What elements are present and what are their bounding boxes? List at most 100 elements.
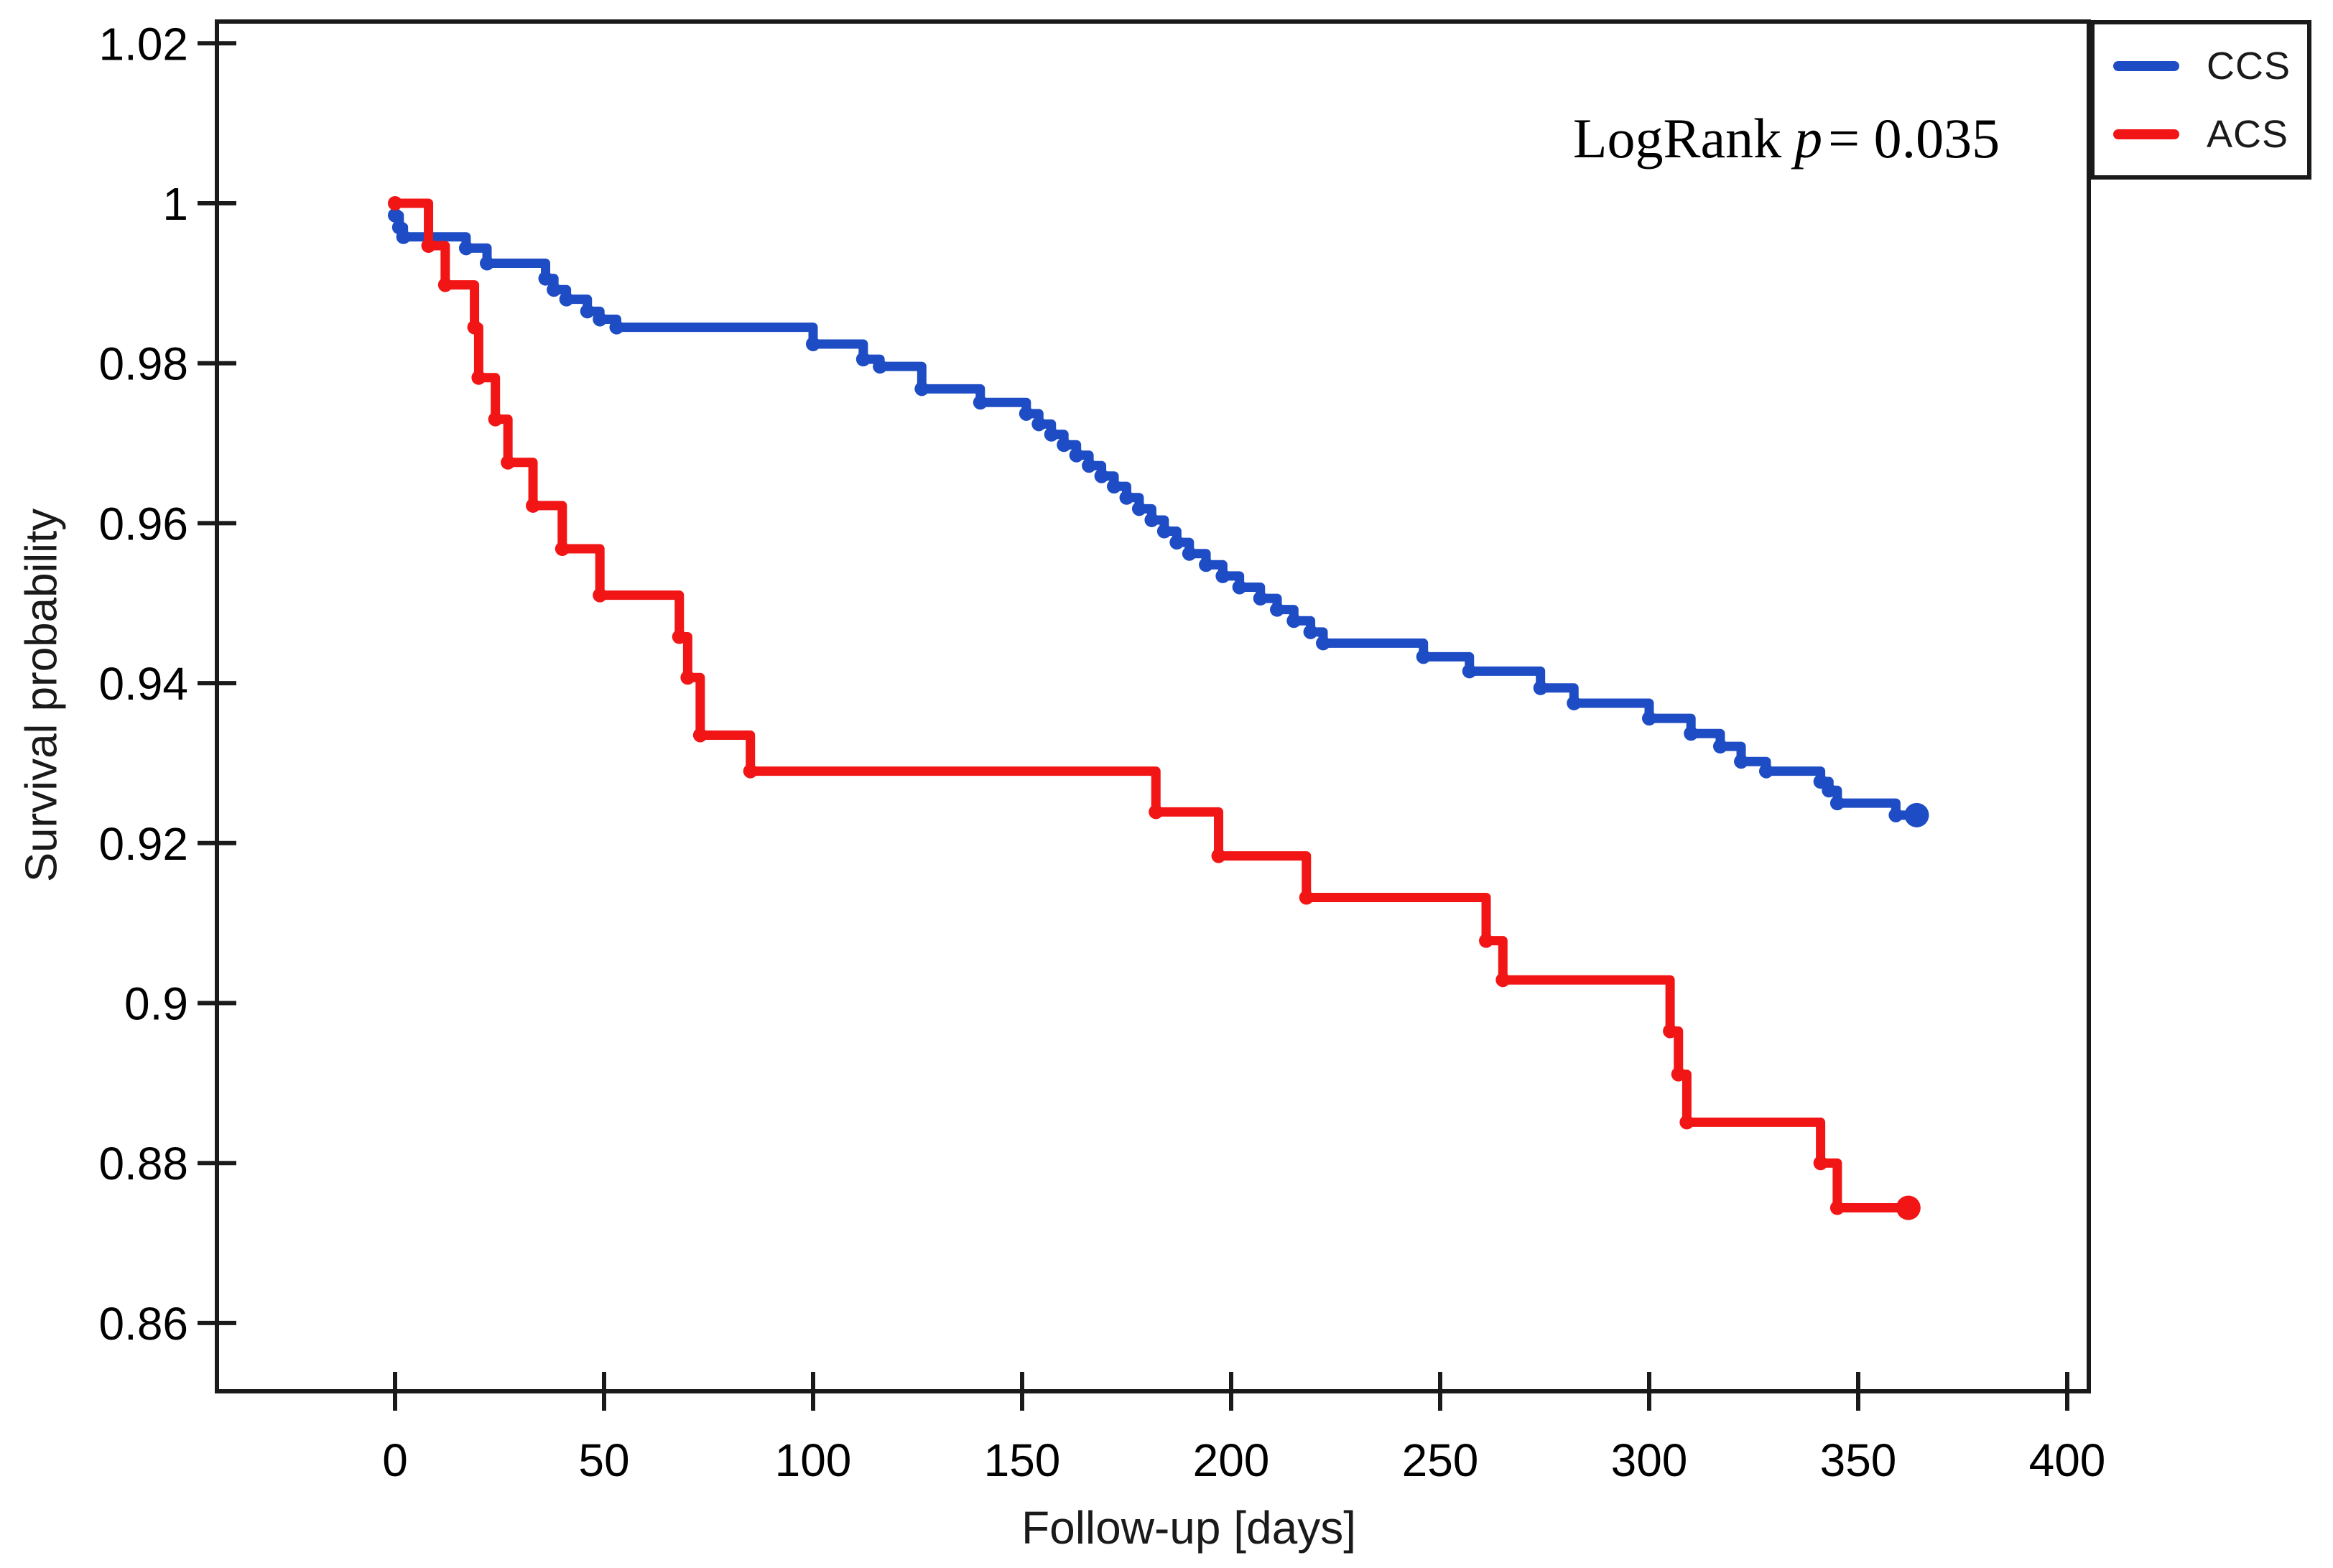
acs-event-marker bbox=[1149, 804, 1164, 820]
acs-event-marker bbox=[1671, 1067, 1686, 1082]
acs-event-marker bbox=[1813, 1156, 1828, 1171]
acs-event-marker bbox=[1663, 1024, 1678, 1039]
y-tick-label: 0.98 bbox=[98, 338, 188, 390]
ccs-event-marker bbox=[609, 320, 624, 335]
ccs-event-marker bbox=[1169, 535, 1184, 550]
legend-label-ccs: CCS bbox=[2207, 44, 2291, 88]
x-tick-label: 100 bbox=[775, 1434, 852, 1486]
acs-event-marker bbox=[1299, 890, 1314, 905]
logrank-p-symbol: p bbox=[1794, 107, 1823, 170]
ccs-event-marker bbox=[1107, 479, 1122, 494]
ccs-line-swatch bbox=[2113, 60, 2179, 71]
y-tick-label: 1 bbox=[162, 178, 188, 230]
ccs-event-marker bbox=[1303, 624, 1318, 639]
ccs-event-marker bbox=[1119, 490, 1134, 505]
acs-event-marker bbox=[501, 455, 516, 470]
ccs-event-marker bbox=[1144, 512, 1159, 527]
ccs-event-marker bbox=[1019, 406, 1034, 421]
acs-event-marker bbox=[555, 542, 570, 557]
ccs-event-marker bbox=[458, 241, 473, 256]
plot-border bbox=[215, 19, 2091, 1393]
ccs-event-marker bbox=[1684, 726, 1699, 741]
ccs-event-marker bbox=[1462, 664, 1477, 679]
x-tick-label: 300 bbox=[1611, 1434, 1688, 1486]
acs-end-marker bbox=[1896, 1195, 1921, 1220]
y-tick-label: 0.9 bbox=[124, 978, 188, 1030]
x-axis-title: Follow-up [days] bbox=[1021, 1502, 1356, 1554]
ccs-event-marker bbox=[1533, 680, 1548, 695]
ccs-event-marker bbox=[396, 229, 411, 244]
y-tick-label: 1.02 bbox=[98, 18, 188, 70]
x-tick-label: 150 bbox=[984, 1434, 1061, 1486]
ccs-event-marker bbox=[1215, 568, 1230, 583]
acs-event-marker bbox=[680, 670, 695, 685]
ccs-event-marker bbox=[1822, 783, 1837, 798]
logrank-annotation: LogRank p = 0.035 bbox=[1573, 106, 2000, 171]
x-tick-label: 250 bbox=[1402, 1434, 1479, 1486]
acs-event-marker bbox=[1479, 933, 1494, 948]
ccs-event-marker bbox=[1044, 427, 1059, 442]
ccs-event-marker bbox=[593, 312, 608, 327]
ccs-event-marker bbox=[1156, 524, 1172, 539]
y-tick-label: 0.88 bbox=[98, 1138, 188, 1189]
ccs-event-marker bbox=[914, 381, 929, 396]
ccs-event-marker bbox=[1286, 613, 1302, 628]
ccs-event-marker bbox=[580, 304, 595, 319]
acs-line-swatch bbox=[2113, 129, 2179, 139]
acs-event-marker bbox=[743, 764, 758, 779]
ccs-event-marker bbox=[1253, 591, 1268, 606]
legend-row-ccs: CCS bbox=[2095, 44, 2307, 88]
logrank-value: = 0.035 bbox=[1828, 107, 2000, 170]
ccs-event-marker bbox=[1082, 458, 1097, 473]
acs-event-marker bbox=[1679, 1115, 1694, 1130]
legend-label-acs: ACS bbox=[2207, 112, 2289, 156]
x-tick-label: 400 bbox=[2029, 1434, 2106, 1486]
ccs-event-marker bbox=[1888, 807, 1903, 822]
ccs-event-marker bbox=[559, 292, 574, 307]
x-tick-label: 350 bbox=[1820, 1434, 1897, 1486]
x-tick-label: 50 bbox=[578, 1434, 629, 1486]
ccs-event-marker bbox=[1567, 695, 1582, 710]
ccs-end-marker bbox=[1904, 802, 1929, 827]
logrank-prefix: LogRank bbox=[1572, 107, 1782, 170]
acs-event-marker bbox=[467, 320, 482, 335]
acs-event-marker bbox=[437, 277, 453, 292]
ccs-event-marker bbox=[873, 359, 888, 374]
x-tick-label: 0 bbox=[382, 1434, 408, 1486]
acs-event-marker bbox=[421, 238, 436, 254]
ccs-event-marker bbox=[1182, 546, 1197, 561]
ccs-event-marker bbox=[973, 395, 988, 410]
ccs-event-marker bbox=[806, 336, 820, 351]
ccs-event-marker bbox=[1094, 468, 1109, 483]
acs-event-marker bbox=[692, 728, 708, 743]
ccs-event-marker bbox=[855, 352, 871, 367]
acs-event-marker bbox=[1211, 848, 1226, 863]
acs-event-marker bbox=[1829, 1200, 1845, 1215]
ccs-event-marker bbox=[1758, 764, 1773, 779]
ccs-event-marker bbox=[538, 271, 553, 286]
y-tick-label: 0.96 bbox=[98, 498, 188, 549]
y-tick-label: 0.92 bbox=[98, 818, 188, 870]
ccs-event-marker bbox=[1131, 501, 1146, 516]
acs-event-marker bbox=[388, 196, 402, 210]
y-tick-label: 0.86 bbox=[98, 1298, 188, 1350]
ccs-event-marker bbox=[1031, 417, 1047, 432]
ccs-event-marker bbox=[1057, 437, 1072, 453]
acs-event-marker bbox=[1495, 973, 1511, 988]
ccs-event-marker bbox=[1712, 739, 1727, 754]
acs-event-marker bbox=[488, 412, 503, 427]
acs-event-marker bbox=[471, 370, 486, 385]
y-tick-label: 0.94 bbox=[98, 658, 188, 710]
ccs-event-marker bbox=[547, 282, 562, 297]
x-tick-label: 200 bbox=[1193, 1434, 1270, 1486]
ccs-event-marker bbox=[1734, 754, 1749, 769]
ccs-event-marker bbox=[388, 208, 402, 223]
acs-event-marker bbox=[526, 498, 541, 513]
ccs-event-marker bbox=[1829, 796, 1845, 811]
y-axis-title: Survival probability bbox=[17, 508, 67, 883]
legend-row-acs: ACS bbox=[2095, 112, 2307, 157]
ccs-event-marker bbox=[1316, 636, 1331, 651]
acs-curve bbox=[390, 198, 1914, 1213]
acs-event-marker bbox=[593, 588, 608, 603]
